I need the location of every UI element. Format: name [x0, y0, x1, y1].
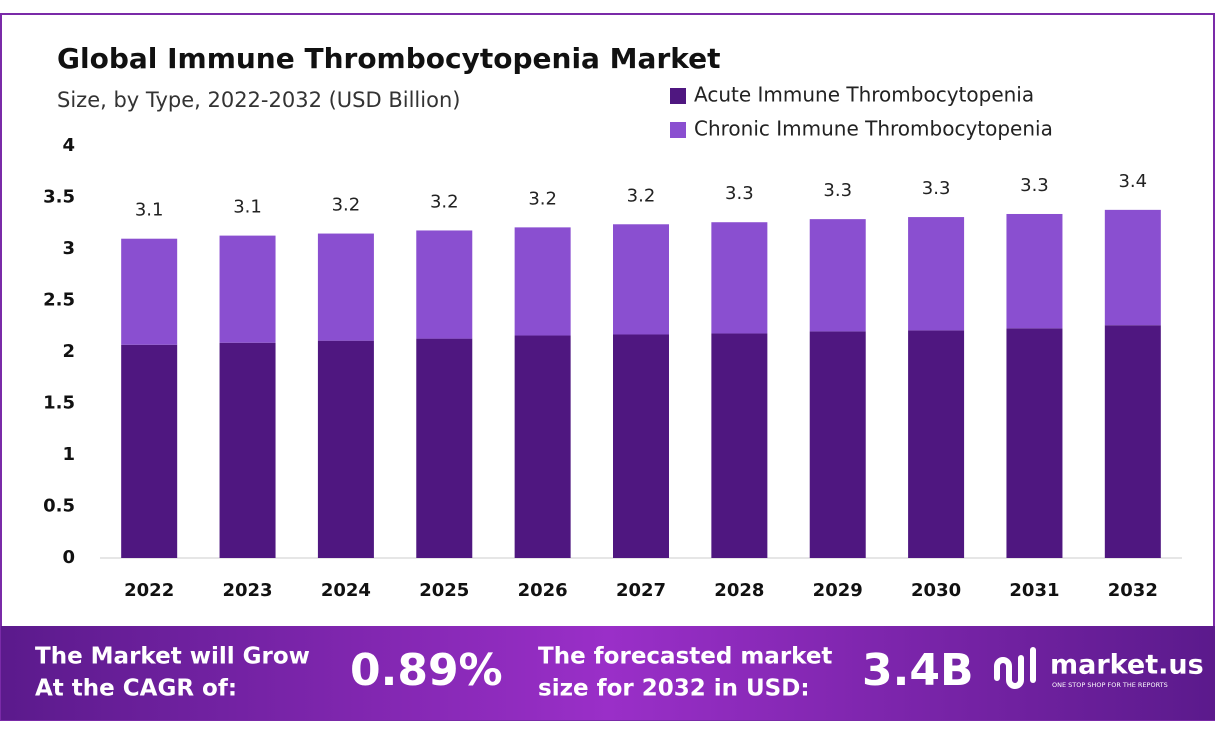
- y-tick-label: 0.5: [43, 496, 75, 517]
- x-tick-label: 2024: [321, 580, 371, 601]
- total-label: 3.2: [332, 195, 361, 216]
- cagr-text: The Market will Grow: [35, 644, 310, 670]
- total-label: 3.3: [725, 183, 754, 204]
- total-label: 3.3: [1020, 175, 1049, 196]
- x-tick-label: 2022: [124, 580, 174, 601]
- x-tick-label: 2032: [1108, 580, 1158, 601]
- footer-band: [1, 626, 1215, 720]
- bar-segment: [1104, 325, 1161, 558]
- bar-segment: [908, 330, 965, 558]
- x-tick-label: 2029: [813, 580, 863, 601]
- bar-segment: [908, 217, 965, 331]
- total-label: 3.2: [528, 188, 557, 209]
- x-tick-label: 2023: [222, 580, 272, 601]
- bar-segment: [317, 340, 374, 558]
- bar-segment: [514, 227, 571, 336]
- legend-label: Chronic Immune Thrombocytopenia: [694, 117, 1053, 141]
- chart-subtitle: Size, by Type, 2022-2032 (USD Billion): [57, 88, 460, 112]
- footer: The Market will Grow At the CAGR of: 0.8…: [35, 644, 1204, 702]
- forecast-text: size for 2032 in USD:: [538, 676, 810, 702]
- tagline: ONE STOP SHOP FOR THE REPORTS: [1052, 681, 1168, 689]
- logo-icon: [994, 647, 1036, 689]
- bar-segment: [711, 222, 768, 334]
- bar-segment: [416, 230, 473, 339]
- y-tick-label: 1.5: [43, 393, 75, 414]
- y-tick-label: 3: [62, 238, 75, 259]
- bar-segment: [121, 344, 178, 558]
- bar-segment: [219, 235, 276, 343]
- legend-swatch: [670, 88, 686, 104]
- y-tick-label: 0: [62, 547, 75, 568]
- bar-segment: [613, 334, 669, 558]
- x-tick-label: 2026: [518, 580, 568, 601]
- y-tick-label: 3.5: [43, 187, 75, 208]
- total-label: 3.2: [430, 191, 459, 212]
- x-tick-label: 2031: [1009, 580, 1059, 601]
- total-label: 3.3: [823, 180, 852, 201]
- total-label: 3.3: [922, 178, 951, 199]
- bar-segment: [809, 219, 866, 332]
- y-tick-label: 1: [62, 444, 75, 465]
- cagr-value: 0.89%: [350, 645, 503, 696]
- bar-segment: [514, 335, 571, 558]
- y-tick-label: 2: [62, 341, 75, 362]
- bar-segment: [711, 333, 768, 558]
- chart-title: Global Immune Thrombocytopenia Market: [57, 42, 721, 75]
- x-tick-label: 2028: [714, 580, 764, 601]
- bar-segment: [219, 342, 276, 558]
- total-label: 3.1: [135, 200, 164, 221]
- bar-segment: [1006, 213, 1063, 329]
- bar-segment: [121, 238, 178, 345]
- x-tick-label: 2027: [616, 580, 666, 601]
- y-tick-label: 2.5: [43, 290, 75, 311]
- brand: market.us: [1050, 650, 1204, 681]
- bar-segment: [416, 338, 473, 558]
- x-tick-label: 2030: [911, 580, 961, 601]
- forecast-value: 3.4B: [862, 645, 973, 696]
- legend-label: Acute Immune Thrombocytopenia: [694, 83, 1034, 107]
- x-tick-label: 2025: [419, 580, 469, 601]
- bar-segment: [1006, 328, 1063, 558]
- bar-segment: [317, 233, 374, 341]
- bar-segment: [809, 331, 866, 558]
- bar-segment: [1104, 209, 1161, 326]
- forecast-text: The forecasted market: [538, 644, 832, 670]
- total-label: 3.1: [233, 197, 262, 218]
- bar-segment: [613, 224, 669, 335]
- total-label: 3.4: [1118, 171, 1147, 192]
- total-label: 3.2: [627, 185, 656, 206]
- y-tick-label: 4: [62, 135, 75, 156]
- cagr-text: At the CAGR of:: [35, 676, 237, 702]
- legend-swatch: [670, 122, 686, 138]
